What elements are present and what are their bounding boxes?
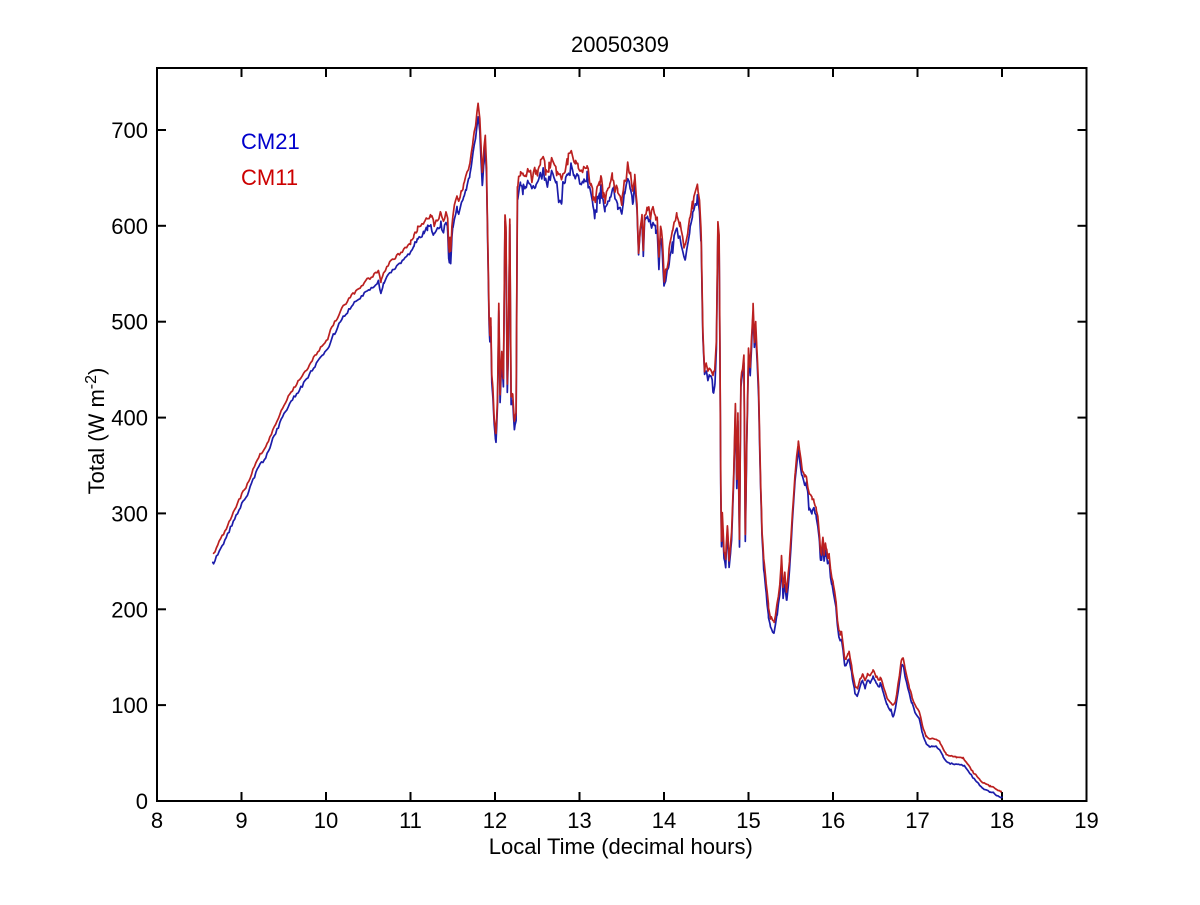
svg-text:0: 0: [136, 789, 148, 814]
svg-text:500: 500: [111, 310, 148, 335]
svg-text:15: 15: [736, 808, 760, 833]
svg-text:600: 600: [111, 214, 148, 239]
svg-text:16: 16: [821, 808, 845, 833]
svg-text:20050309: 20050309: [571, 32, 669, 57]
svg-text:Local Time (decimal hours): Local Time (decimal hours): [489, 834, 753, 859]
svg-text:8: 8: [151, 808, 163, 833]
svg-text:17: 17: [905, 808, 929, 833]
svg-text:200: 200: [111, 597, 148, 622]
svg-text:19: 19: [1074, 808, 1098, 833]
svg-text:700: 700: [111, 118, 148, 143]
svg-text:300: 300: [111, 501, 148, 526]
svg-text:11: 11: [399, 808, 422, 833]
svg-text:12: 12: [483, 808, 507, 833]
svg-text:14: 14: [652, 808, 676, 833]
svg-text:CM21: CM21: [241, 129, 300, 154]
svg-text:18: 18: [990, 808, 1014, 833]
svg-text:10: 10: [314, 808, 338, 833]
svg-text:400: 400: [111, 406, 148, 431]
svg-text:CM11: CM11: [241, 165, 298, 190]
svg-text:13: 13: [567, 808, 591, 833]
svg-text:100: 100: [111, 693, 148, 718]
svg-text:9: 9: [235, 808, 247, 833]
